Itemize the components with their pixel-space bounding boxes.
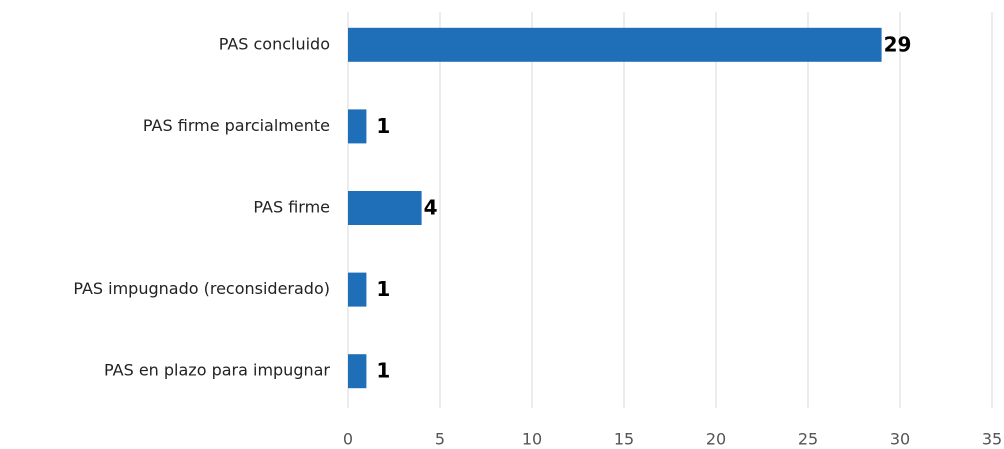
x-tick-label: 10: [522, 430, 542, 449]
y-tick-label: PAS firme: [253, 198, 330, 217]
bar: [348, 354, 367, 389]
data-label: 1: [376, 114, 390, 138]
data-label: 1: [376, 359, 390, 383]
bar: [348, 109, 367, 144]
y-tick-label: PAS impugnado (reconsiderado): [73, 279, 330, 298]
x-tick-label: 5: [435, 430, 445, 449]
y-tick-label: PAS concluido: [219, 34, 330, 53]
bar: [348, 272, 367, 307]
x-tick-label: 25: [798, 430, 818, 449]
x-tick-label: 20: [706, 430, 726, 449]
data-label: 4: [424, 196, 438, 220]
x-tick-label: 15: [614, 430, 634, 449]
data-label: 1: [376, 277, 390, 301]
y-tick-label: PAS firme parcialmente: [143, 116, 330, 135]
x-tick-label: 30: [890, 430, 910, 449]
data-label: 29: [884, 32, 912, 56]
x-tick-label: 35: [982, 430, 1002, 449]
bar: [348, 27, 882, 62]
bar: [348, 191, 422, 225]
x-tick-label: 0: [343, 430, 353, 449]
y-tick-label: PAS en plazo para impugnar: [104, 361, 330, 380]
